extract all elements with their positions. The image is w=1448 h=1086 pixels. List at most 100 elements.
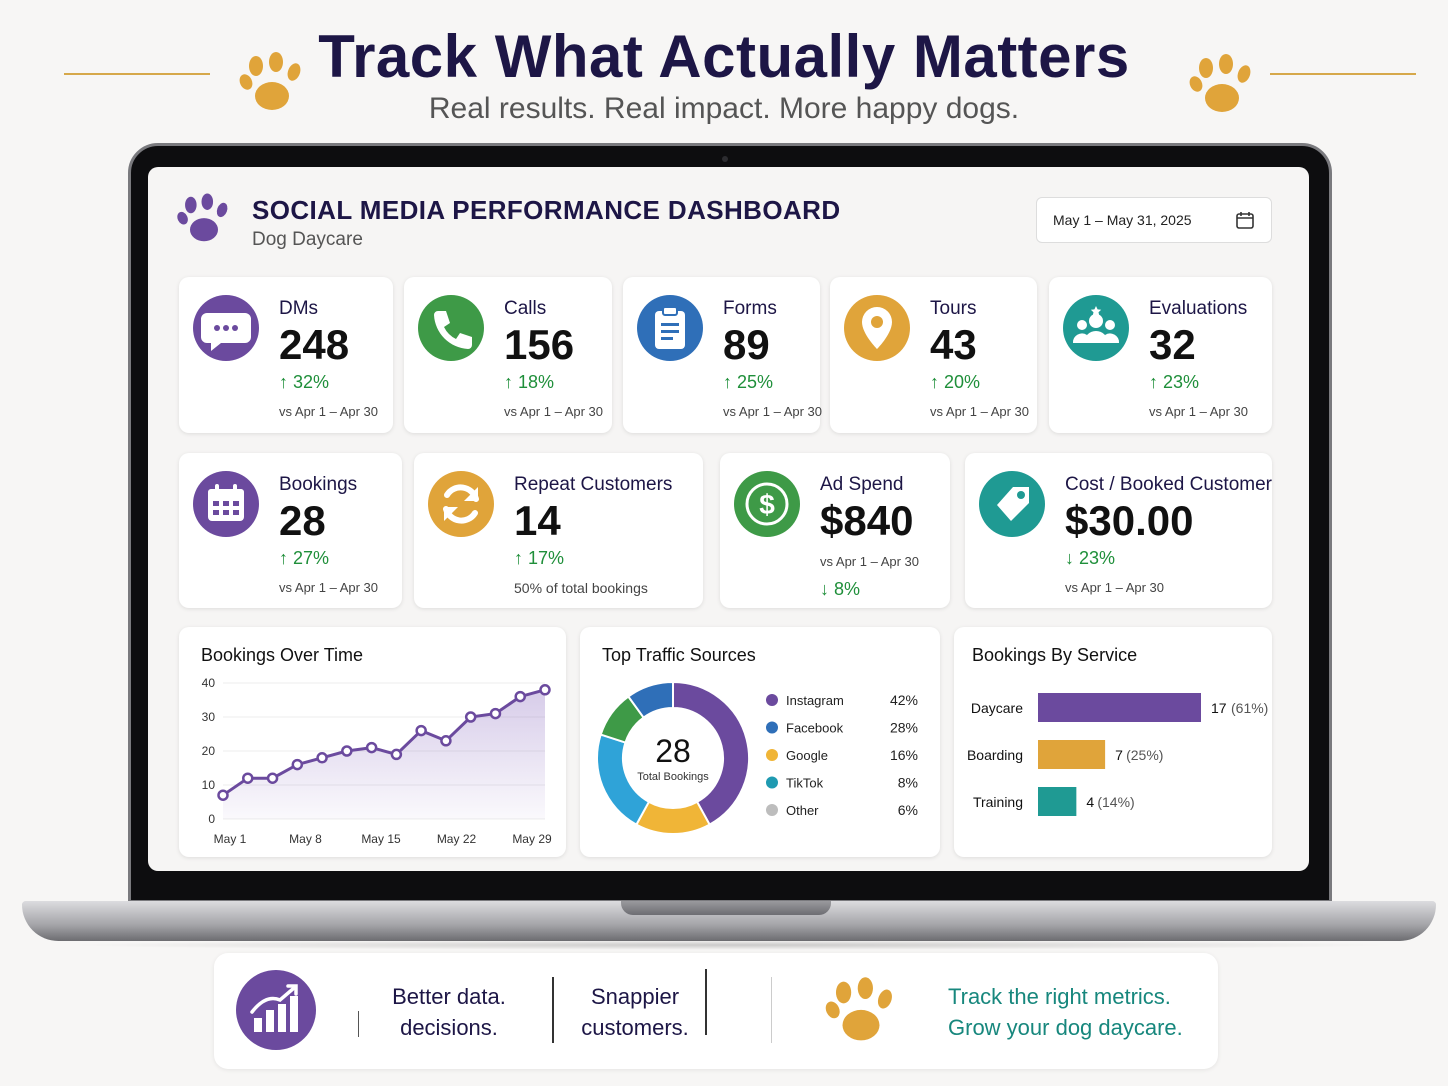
- hero-subtitle: Real results. Real impact. More happy do…: [428, 92, 1020, 125]
- metric-label: DMs: [279, 298, 319, 319]
- legend-swatch: [766, 749, 778, 761]
- footer-line: decisions.: [400, 1015, 498, 1040]
- x-tick-label: May 1: [214, 832, 247, 846]
- y-tick-label: 20: [202, 744, 216, 758]
- metric-comparison-note: vs Apr 1 – Apr 30: [504, 404, 604, 419]
- donut-slice: [672, 680, 750, 826]
- dashboard-screen: SOCIAL MEDIA PERFORMANCE DASHBOARD Dog D…: [148, 167, 1309, 871]
- panel-title: Top Traffic Sources: [602, 645, 756, 665]
- bookings-line-chart: 0 10 20 30 40 May 1 May 8 May 15 May 22 May 29: [202, 676, 552, 846]
- footer-cta-line: Track the right metrics.: [948, 984, 1171, 1009]
- tag-icon: [979, 471, 1045, 537]
- metric-label: Ad Spend: [820, 474, 904, 495]
- metric-comparison-note: vs Apr 1 – Apr 30: [820, 554, 920, 569]
- service-bar-chart: Daycare 17 (61%) Boarding 7 (25%) Training 4 (14…: [967, 693, 1268, 816]
- metric-comparison-note: 50% of total bookings: [514, 580, 648, 596]
- dashboard-title: SOCIAL MEDIA PERFORMANCE DASHBOARD: [252, 195, 841, 225]
- legend-label: Instagram: [786, 693, 844, 708]
- bar: [1038, 693, 1201, 722]
- metric-value: 248: [279, 321, 350, 368]
- metric-value: 89: [723, 321, 770, 368]
- metric-label: Calls: [504, 298, 547, 319]
- metric-card-calls: Calls 156 ↑ 18% vs Apr 1 – Apr 30: [404, 277, 612, 433]
- data-point: [514, 690, 526, 703]
- panel-title: Bookings By Service: [972, 645, 1138, 665]
- date-range-text: May 1 – May 31, 2025: [1053, 212, 1192, 228]
- paw-icon: [1189, 54, 1251, 112]
- data-point: [390, 748, 403, 761]
- metric-change: ↑ 25%: [723, 372, 774, 392]
- legend-value: 28%: [890, 720, 918, 736]
- metric-value: 156: [504, 321, 575, 368]
- legend-swatch: [766, 694, 778, 706]
- phone-icon: [418, 295, 484, 361]
- location-pin-icon: [844, 295, 910, 361]
- bookings-over-time-panel: Bookings Over Time 0 10 20 30 40 May 1 May 8 Ma…: [179, 627, 566, 857]
- bar-share-label: (61%): [1231, 700, 1268, 716]
- calendar-icon: [1236, 212, 1254, 229]
- footer-text-customers: Snappier customers.: [564, 981, 706, 1043]
- footer-divider: [705, 969, 707, 1035]
- legend-value: 42%: [890, 692, 918, 708]
- paw-logo-icon: [177, 193, 228, 242]
- data-point: [217, 789, 229, 801]
- metric-value: $30.00: [1065, 497, 1194, 544]
- metric-change: ↑ 23%: [1149, 372, 1200, 392]
- paw-icon: [825, 977, 892, 1041]
- metric-value: 28: [279, 497, 326, 544]
- data-point: [440, 735, 452, 747]
- data-point: [341, 745, 353, 757]
- footer-line: Better data.: [392, 984, 506, 1009]
- dollar-icon: $: [734, 471, 800, 537]
- metric-change: ↑ 32%: [279, 372, 330, 392]
- x-tick-label: May 22: [437, 832, 477, 846]
- date-range-picker[interactable]: May 1 – May 31, 2025: [1036, 197, 1272, 243]
- footer-line: Snappier: [590, 984, 680, 1009]
- bar: [1038, 740, 1106, 769]
- metric-card-bookings: Bookings 28 ↑ 27% vs Apr 1 – Apr 30: [179, 453, 402, 608]
- metric-comparison-note: vs Apr 1 – Apr 30: [930, 404, 1030, 419]
- bar-share-label: (14%): [1097, 794, 1134, 810]
- footer-banner: Better data. decisions. Snappier custome…: [214, 953, 1218, 1069]
- metric-value: 43: [930, 321, 977, 368]
- legend-label: Facebook: [786, 721, 844, 736]
- hero-title: Track What Actually Matters: [318, 23, 1130, 90]
- footer-cta-line: Grow your dog daycare.: [948, 1015, 1183, 1040]
- laptop-shadow: [60, 940, 1400, 950]
- metric-label: Bookings: [279, 474, 358, 495]
- data-point: [539, 684, 551, 696]
- traffic-sources-panel: Top Traffic Sources 28 Total Bookings Inst…: [580, 627, 940, 857]
- footer-divider: [358, 1011, 359, 1037]
- metric-label: Tours: [930, 298, 977, 319]
- legend-value: 16%: [890, 747, 918, 763]
- metric-card-ad-spend: $ Ad Spend $840 ↓ 8% vs Apr 1 – Apr 30: [720, 453, 950, 608]
- bar-share-label: (25%): [1126, 747, 1163, 763]
- footer-divider: [771, 977, 772, 1043]
- metric-change: ↑ 18%: [504, 372, 555, 392]
- footer-line: customers.: [581, 1015, 689, 1040]
- clipboard-icon: [637, 295, 703, 361]
- footer-text-data: Better data. decisions.: [374, 981, 524, 1043]
- y-tick-label: 0: [208, 812, 215, 826]
- bar: [1038, 787, 1077, 816]
- donut-slice: [626, 680, 674, 719]
- laptop-notch: [621, 901, 831, 915]
- area-fill: [223, 689, 545, 819]
- y-tick-label: 30: [202, 710, 216, 724]
- dashboard-subtitle: Dog Daycare: [252, 229, 363, 250]
- bar-value-label: 17: [1211, 700, 1227, 716]
- y-tick-label: 40: [202, 676, 216, 690]
- data-point: [316, 752, 328, 764]
- bar-value-label: 7: [1115, 747, 1123, 763]
- metric-change: ↑ 17%: [514, 548, 565, 568]
- hero-divider-right: [1270, 73, 1416, 75]
- calendar-grid-icon: [193, 471, 259, 537]
- data-point: [242, 772, 254, 784]
- legend-swatch: [766, 776, 778, 789]
- metric-change: ↑ 20%: [930, 372, 981, 392]
- y-tick-label: 10: [202, 778, 216, 792]
- metric-change: ↓ 8%: [820, 579, 861, 599]
- metric-card-evaluations: Evaluations 32 ↑ 23% vs Apr 1 – Apr 30: [1049, 277, 1272, 433]
- legend-label: Google: [786, 748, 828, 763]
- metric-card-forms: Forms 89 ↑ 25% vs Apr 1 – Apr 30: [623, 277, 822, 433]
